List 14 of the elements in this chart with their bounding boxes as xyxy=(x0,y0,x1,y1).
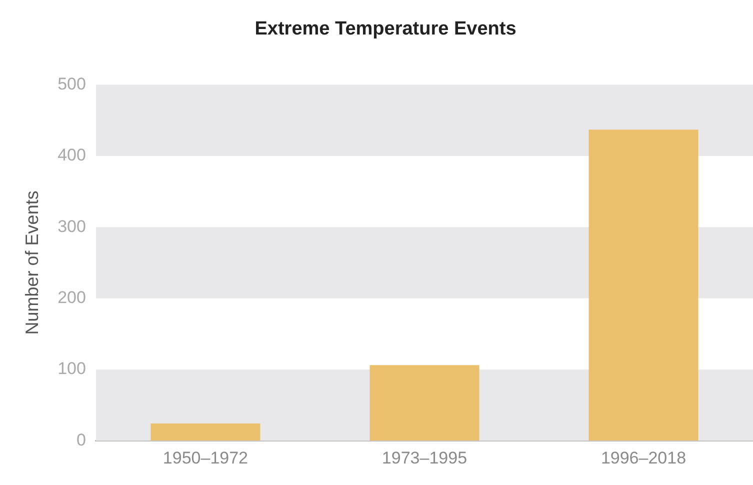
y-tick-label: 400 xyxy=(58,146,86,165)
y-tick-label: 200 xyxy=(58,288,86,307)
bar xyxy=(588,130,698,441)
y-tick-label: 0 xyxy=(76,430,86,450)
y-tick-label: 300 xyxy=(58,216,86,236)
chart-title: Extreme Temperature Events xyxy=(254,18,516,40)
x-tick-label: 1996–2018 xyxy=(600,448,686,468)
y-tick-label: 500 xyxy=(58,74,86,94)
x-tick-label: 1950–1972 xyxy=(162,448,248,468)
x-tick-label: 1973–1995 xyxy=(382,448,468,468)
bar xyxy=(370,365,480,441)
y-tick-label: 100 xyxy=(58,359,86,378)
y-axis-title: Number of Events xyxy=(22,190,42,335)
bar xyxy=(150,424,260,441)
